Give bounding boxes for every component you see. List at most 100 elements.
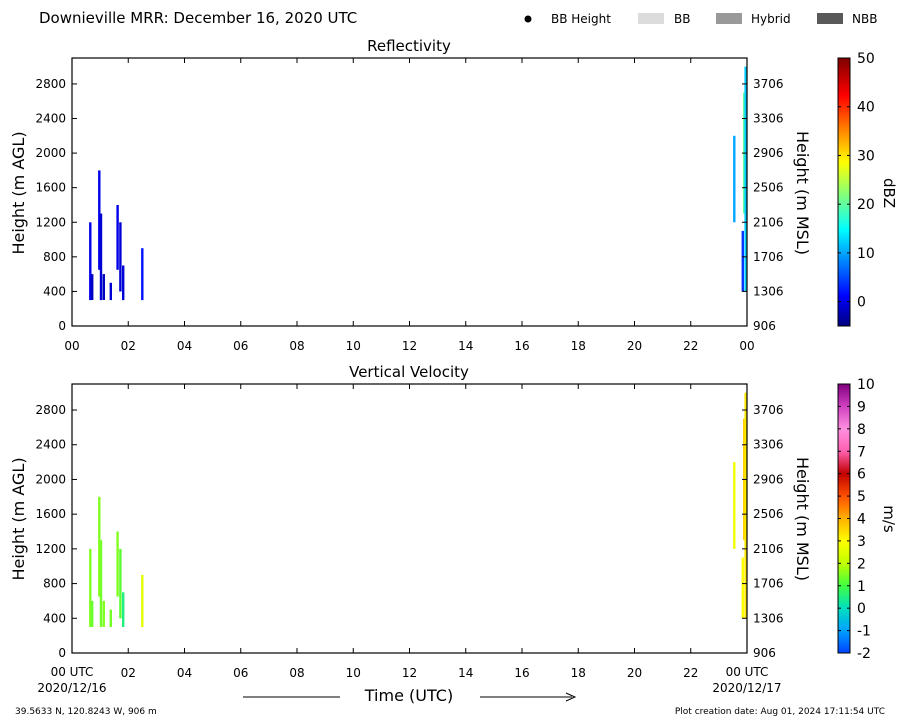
y-tick-label: 1200	[35, 215, 66, 229]
colorbar-tick-label: 10	[857, 377, 875, 393]
legend-bb-label: BB	[674, 12, 690, 26]
data-streak	[741, 557, 744, 619]
y-right-tick-label: 1706	[753, 250, 784, 264]
colorbar-tick-label: 0	[857, 601, 866, 617]
data-streak	[89, 548, 92, 627]
reflectivity-panel: Reflectivity Height (m AGL) Height (m MS…	[9, 37, 898, 353]
x-tick-label: 22	[683, 666, 698, 680]
y-tick-label: 2000	[35, 472, 66, 486]
y-right-tick-label: 2906	[753, 472, 784, 486]
data-streak	[733, 135, 736, 223]
data-streak	[109, 609, 112, 627]
time-arrow-head-icon	[565, 692, 577, 702]
x-tick-label: 04	[177, 666, 192, 680]
x-tick-label: 06	[233, 666, 248, 680]
reflectivity-colorbar-ticks: 0 10 20 30 40 50	[838, 51, 875, 311]
y-tick-label: 800	[43, 250, 66, 264]
x-tick-label: 12	[402, 666, 417, 680]
velocity-ylabel-right: Height (m MSL)	[793, 457, 812, 581]
y-right-tick-label: 906	[753, 319, 776, 333]
x-tick-label: 10	[346, 666, 361, 680]
x-tick-label: 02	[121, 339, 136, 353]
data-streak	[99, 213, 103, 301]
x-tick-label: 00	[739, 339, 754, 353]
y-tick-label: 0	[58, 646, 66, 660]
y-tick-label: 2800	[35, 77, 66, 91]
station-coordinates: 39.5633 N, 120.8243 W, 906 m	[15, 707, 157, 717]
y-right-tick-label: 1706	[753, 577, 784, 591]
end-time-label: 00 UTC	[726, 665, 769, 679]
data-streak	[733, 462, 736, 549]
y-right-tick-label: 3306	[753, 112, 784, 126]
velocity-yticks: 0 400 800 1200 1600 2000 2400 2800	[35, 403, 77, 660]
y-right-tick-label: 2506	[753, 507, 784, 521]
data-streak	[98, 170, 101, 270]
velocity-streaks	[89, 392, 747, 627]
velocity-title: Vertical Velocity	[349, 363, 469, 381]
y-right-tick-label: 2506	[753, 181, 784, 195]
data-streak	[116, 205, 119, 270]
x-tick-label: 08	[289, 666, 304, 680]
reflectivity-streaks	[89, 66, 747, 301]
x-tick-label: 04	[177, 339, 192, 353]
data-streak	[119, 548, 122, 619]
colorbar-tick-label: 20	[857, 197, 875, 213]
x-tick-label: 10	[346, 339, 361, 353]
x-tick-label: 14	[458, 339, 473, 353]
y-tick-label: 2400	[35, 438, 66, 452]
x-tick-label: 08	[289, 339, 304, 353]
colorbar-tick-label: 0	[857, 295, 866, 311]
velocity-colorbar-ticks: -2 -1 0 1 2 3 4 5 6 7 8 9 10	[838, 377, 875, 662]
y-tick-label: 2000	[35, 146, 66, 160]
reflectivity-ylabel-right: Height (m MSL)	[793, 131, 812, 255]
velocity-xticks: 02 04 06 08 10 12 14 16 18 20 22	[71, 384, 748, 680]
plot-creation-date: Plot creation date: Aug 01, 2024 17:11:5…	[675, 707, 885, 717]
legend-hybrid-swatch	[716, 13, 742, 24]
colorbar-tick-label: 9	[857, 399, 866, 415]
data-streak	[141, 248, 144, 301]
x-tick-label: 20	[627, 666, 642, 680]
colorbar-tick-label: 50	[857, 51, 875, 67]
colorbar-tick-label: 6	[857, 467, 866, 483]
figure-title: Downieville MRR: December 16, 2020 UTC	[39, 9, 357, 27]
y-right-tick-label: 2106	[753, 542, 784, 556]
reflectivity-xticks: 00 02 04 06 08 10 12 14 16 18 20 22 00	[64, 58, 755, 353]
colorbar-tick-label: 10	[857, 246, 875, 262]
y-tick-label: 1600	[35, 507, 66, 521]
legend-nbb-label: NBB	[852, 12, 877, 26]
bb-legend: BB Height BB Hybrid NBB	[524, 12, 877, 26]
x-tick-label: 18	[571, 339, 586, 353]
start-date-label: 2020/12/16	[37, 681, 106, 695]
y-tick-label: 400	[43, 284, 66, 298]
reflectivity-ylabel: Height (m AGL)	[9, 131, 28, 254]
x-tick-label: 02	[121, 666, 136, 680]
reflectivity-yticks: 0 400 800 1200 1600 2000 2400 2800	[35, 77, 77, 333]
legend-bb-swatch	[638, 13, 664, 24]
data-streak	[119, 222, 122, 292]
x-tick-label: 22	[683, 339, 698, 353]
colorbar-tick-label: 1	[857, 579, 866, 595]
x-tick-label: 00	[64, 339, 79, 353]
y-tick-label: 2800	[35, 403, 66, 417]
data-streak	[122, 592, 125, 627]
y-right-tick-label: 2906	[753, 146, 784, 160]
colorbar-tick-label: 40	[857, 100, 875, 116]
reflectivity-yticks-right: 906 1306 1706 2106 2506 2906 3306 3706	[742, 77, 784, 333]
x-tick-label: 20	[627, 339, 642, 353]
y-right-tick-label: 3306	[753, 438, 784, 452]
data-streak	[109, 282, 112, 301]
data-streak	[744, 66, 747, 292]
colorbar-tick-label: -2	[857, 646, 871, 662]
legend-bb-height-marker	[524, 15, 532, 23]
y-right-tick-label: 1306	[753, 611, 784, 625]
x-tick-label: 16	[514, 666, 529, 680]
time-axis-label: Time (UTC)	[364, 686, 453, 705]
x-tick-label: 14	[458, 666, 473, 680]
colorbar-tick-label: -1	[857, 624, 871, 640]
colorbar-tick-label: 8	[857, 422, 866, 438]
y-tick-label: 0	[58, 319, 66, 333]
reflectivity-title: Reflectivity	[367, 37, 451, 55]
velocity-yticks-right: 906 1306 1706 2106 2506 2906 3306 3706	[742, 403, 784, 660]
y-tick-label: 1600	[35, 181, 66, 195]
